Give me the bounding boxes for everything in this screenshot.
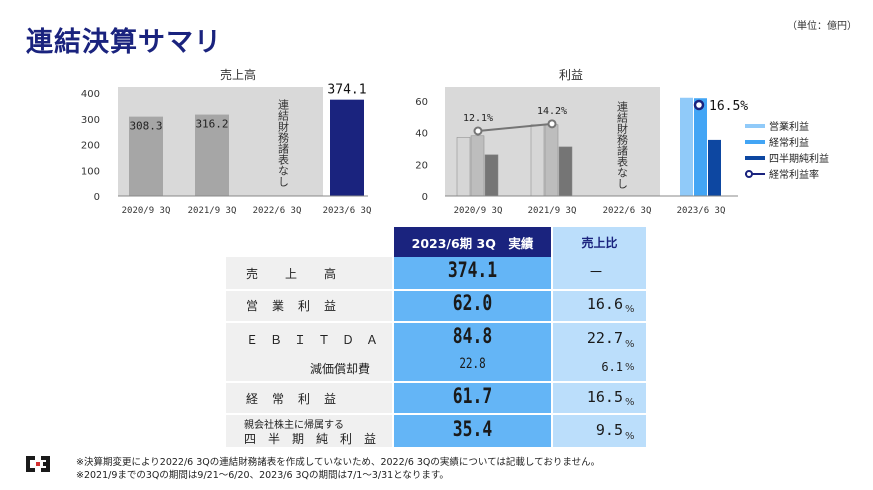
legend-label: 四半期純利益 — [769, 152, 829, 165]
ratio-marker — [693, 99, 705, 111]
ratio-line — [477, 122, 553, 132]
legend-swatch — [745, 140, 765, 144]
row-label-ordinary-profit: 経 常 利 益 — [246, 392, 338, 406]
legend-marker — [745, 170, 753, 178]
pct-ebitda: % — [625, 339, 635, 350]
legend-swatch — [745, 156, 765, 160]
profit-x-tick: 2020/9 3Q — [454, 206, 503, 216]
row-divider — [226, 381, 646, 383]
pct-operating-profit: % — [625, 304, 635, 315]
profit-y-tick: 20 — [415, 160, 428, 171]
value-operating-profit: 62.0 — [452, 291, 493, 315]
row-label-net-profit-line1: 親会社株主に帰属する — [244, 420, 344, 431]
value-ebitda: 84.8 — [452, 324, 493, 348]
legend-swatch — [745, 124, 765, 128]
revenue-x-tick: 2022/6 3Q — [253, 206, 302, 216]
ratio-data-label: 14.2% — [537, 106, 567, 117]
ratio-column — [553, 257, 646, 447]
revenue-data-label: 374.1 — [327, 83, 366, 98]
value-ordinary-profit: 61.7 — [452, 384, 493, 408]
profit-x-tick: 2021/9 3Q — [528, 206, 577, 216]
pct-ordinary-profit: % — [625, 397, 635, 408]
ratio-net-profit: 9.5 — [595, 421, 623, 439]
profit-y-tick: 0 — [422, 192, 428, 203]
revenue-data-label: 316.2 — [195, 118, 228, 131]
unit-label: （単位：億円） — [787, 21, 857, 32]
legend-label: 経常利益 — [769, 136, 809, 149]
profit-chart: 利益 0 20 40 60 12.1% 14.2% 16.5% 2020/9 3Q 2021… — [415, 68, 829, 216]
profit-x-tick: 2022/6 3Q — [603, 206, 652, 216]
profit-x-tick: 2023/6 3Q — [677, 206, 726, 216]
profit-chart-title: 利益 — [559, 68, 583, 82]
revenue-x-tick: 2021/9 3Q — [188, 206, 237, 216]
revenue-y-tick: 300 — [81, 115, 100, 126]
profit-bar — [544, 124, 559, 197]
actual-column — [394, 257, 551, 447]
ratio-marker — [547, 119, 557, 129]
revenue-y-tick: 400 — [81, 89, 100, 100]
value-depreciation: 22.8 — [459, 356, 486, 372]
profit-bar — [558, 146, 573, 197]
row-divider — [226, 321, 646, 323]
profit-bar — [694, 98, 707, 196]
revenue-x-tick: 2020/9 3Q — [122, 206, 171, 216]
revenue-chart: 売上高 0 100 200 300 400 308.3 316.2 374.1 2020/9… — [81, 67, 372, 216]
ratio-marker — [473, 126, 483, 136]
profit-bar — [708, 139, 721, 196]
ratio-operating-profit: 16.6 — [586, 295, 623, 313]
profit-bar — [530, 124, 545, 197]
company-logo — [26, 456, 50, 472]
header-ratio: 売上比 — [553, 227, 646, 257]
row-label-operating-profit: 営 業 利 益 — [246, 299, 338, 313]
footnote-2: ※2021/9までの3Qの期間は9/21～6/20、2023/6 3Qの期間は7… — [76, 469, 449, 481]
row-label-depreciation: 減価償却費 — [310, 362, 371, 376]
revenue-y-tick: 100 — [81, 166, 100, 177]
row-divider — [226, 413, 646, 415]
ratio-data-label: 12.1% — [463, 113, 493, 124]
results-table: 2023/6期 3Q 実績 売上比 売 上 高 374.1 － 営 業 利 益 … — [226, 227, 646, 447]
profit-no-consolidated-annotation: 連結財務諸表なし — [616, 100, 629, 189]
value-sales: 374.1 — [447, 258, 498, 282]
page-title: 連結決算サマリ — [26, 27, 222, 58]
revenue-data-label: 308.3 — [129, 120, 162, 133]
value-net-profit: 35.4 — [452, 417, 493, 441]
revenue-x-tick: 2023/6 3Q — [323, 206, 372, 216]
row-divider — [226, 289, 646, 291]
pct-depreciation: % — [625, 362, 635, 373]
row-label-ebitda: Ｅ Ｂ Ｉ Ｔ Ｄ Ａ — [246, 333, 379, 347]
profit-y-tick: 40 — [415, 129, 428, 140]
revenue-chart-title: 売上高 — [220, 67, 256, 82]
ratio-data-label: 16.5% — [709, 99, 748, 114]
ratio-ordinary-profit: 16.5 — [586, 388, 623, 406]
ratio-depreciation: 6.1 — [601, 360, 623, 374]
legend-label: 経常利益率 — [769, 168, 819, 181]
revenue-y-tick: 0 — [94, 192, 100, 203]
profit-bar — [680, 97, 693, 196]
header-actual: 2023/6期 3Q 実績 — [394, 227, 551, 257]
ratio-sales: － — [588, 263, 604, 281]
pct-net-profit: % — [625, 431, 635, 442]
row-label-net-profit-line2: 四 半 期 純 利 益 — [244, 432, 377, 446]
revenue-no-consolidated-annotation: 連結財務諸表なし — [277, 98, 290, 187]
revenue-y-tick: 200 — [81, 141, 100, 152]
label-column — [226, 257, 392, 447]
row-label-sales: 売 上 高 — [246, 267, 338, 281]
profit-bar — [484, 154, 499, 197]
profit-bar — [456, 137, 471, 197]
revenue-bar — [129, 116, 163, 196]
profit-y-tick: 60 — [415, 97, 428, 108]
legend-label: 営業利益 — [769, 120, 809, 133]
profit-bar — [470, 135, 485, 197]
footnotes: ※決算期変更により2022/6 3Qの連結財務諸表を作成していないため、2022… — [76, 457, 600, 482]
footnote-1: ※決算期変更により2022/6 3Qの連結財務諸表を作成していないため、2022… — [76, 457, 601, 468]
revenue-bar — [330, 99, 364, 196]
ratio-ebitda: 22.7 — [586, 329, 623, 347]
revenue-bar — [195, 114, 229, 196]
